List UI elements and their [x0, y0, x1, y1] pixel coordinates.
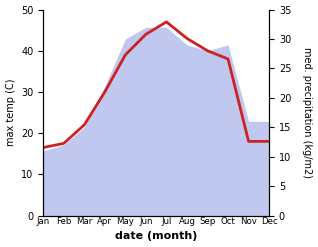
X-axis label: date (month): date (month) [115, 231, 197, 242]
Y-axis label: med. precipitation (kg/m2): med. precipitation (kg/m2) [302, 47, 313, 178]
Y-axis label: max temp (C): max temp (C) [5, 79, 16, 146]
